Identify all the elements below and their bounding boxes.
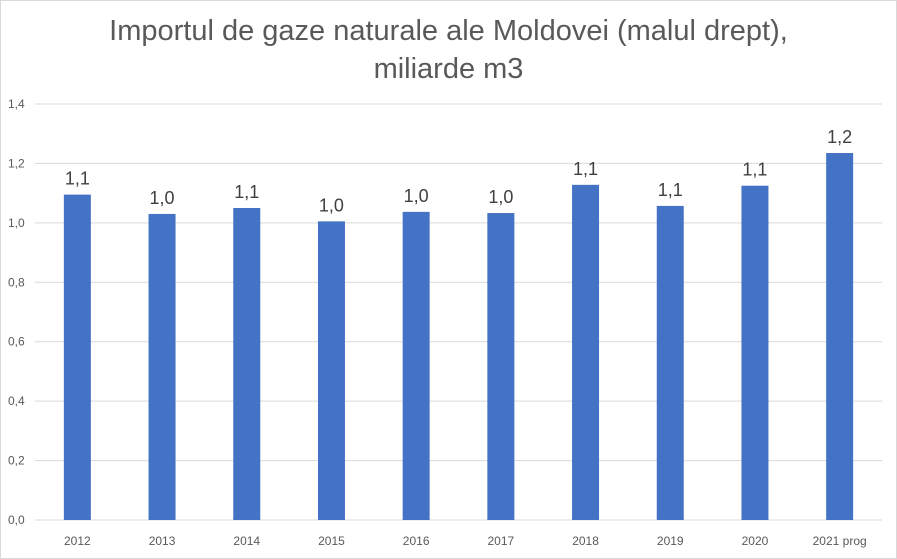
data-label: 1,1: [573, 159, 598, 179]
data-label: 1,0: [488, 187, 513, 207]
bar: [63, 194, 91, 520]
data-labels: 1,1 1,0 1,1 1,0 1,0 1,0 1,1 1,1 1,1 1,2: [65, 127, 852, 215]
y-tick-label: 1,2: [8, 156, 25, 170]
x-tick-label: 2018: [572, 534, 599, 548]
x-tick-label: 2012: [64, 534, 91, 548]
y-tick-label: 0,4: [8, 394, 25, 408]
y-tick-label: 0,6: [8, 335, 25, 349]
data-label: 1,0: [150, 188, 175, 208]
data-label: 1,0: [404, 186, 429, 206]
x-tick-label: 2019: [657, 534, 684, 548]
bar: [233, 208, 261, 520]
y-tick-label: 1,4: [8, 97, 25, 111]
x-tick-label: 2014: [233, 534, 260, 548]
y-tick-label: 0,8: [8, 275, 25, 289]
chart-title: Importul de gaze naturale ale Moldovei (…: [0, 12, 897, 88]
data-label: 1,1: [234, 182, 259, 202]
chart-subtitle-line: miliarde m3: [373, 53, 524, 85]
bar: [572, 184, 600, 520]
y-tick-label: 0,2: [8, 454, 25, 468]
x-tick-label: 2016: [403, 534, 430, 548]
data-label: 1,1: [742, 160, 767, 180]
y-tick-label: 0,0: [8, 513, 25, 527]
bar: [656, 205, 684, 521]
bar: [317, 221, 345, 520]
bar: [148, 213, 176, 520]
x-tick-label: 2020: [742, 534, 769, 548]
x-tick-label: 2017: [487, 534, 514, 548]
chart-title-line: Importul de gaze naturale ale Moldovei (…: [109, 15, 788, 47]
bars: [63, 153, 854, 521]
gridlines: [35, 103, 882, 521]
bar: [402, 211, 430, 520]
x-tick-label: 2015: [318, 534, 345, 548]
data-label: 1,2: [827, 127, 852, 147]
bar: [826, 153, 854, 520]
y-tick-label: 1,0: [8, 216, 25, 230]
x-tick-label: 2021 prog: [813, 534, 867, 548]
bar: [741, 185, 769, 520]
data-label: 1,1: [65, 169, 90, 189]
data-label: 1,0: [319, 195, 344, 215]
y-axis-tick-labels: 0,0 0,2 0,4 0,6 0,8 1,0 1,2 1,4: [8, 97, 25, 527]
x-axis-tick-labels: 2012 2013 2014 2015 2016 2017 2018 2019 2020 2021…: [64, 534, 867, 548]
data-label: 1,1: [658, 180, 683, 200]
bar: [487, 213, 515, 520]
x-tick-label: 2013: [149, 534, 176, 548]
